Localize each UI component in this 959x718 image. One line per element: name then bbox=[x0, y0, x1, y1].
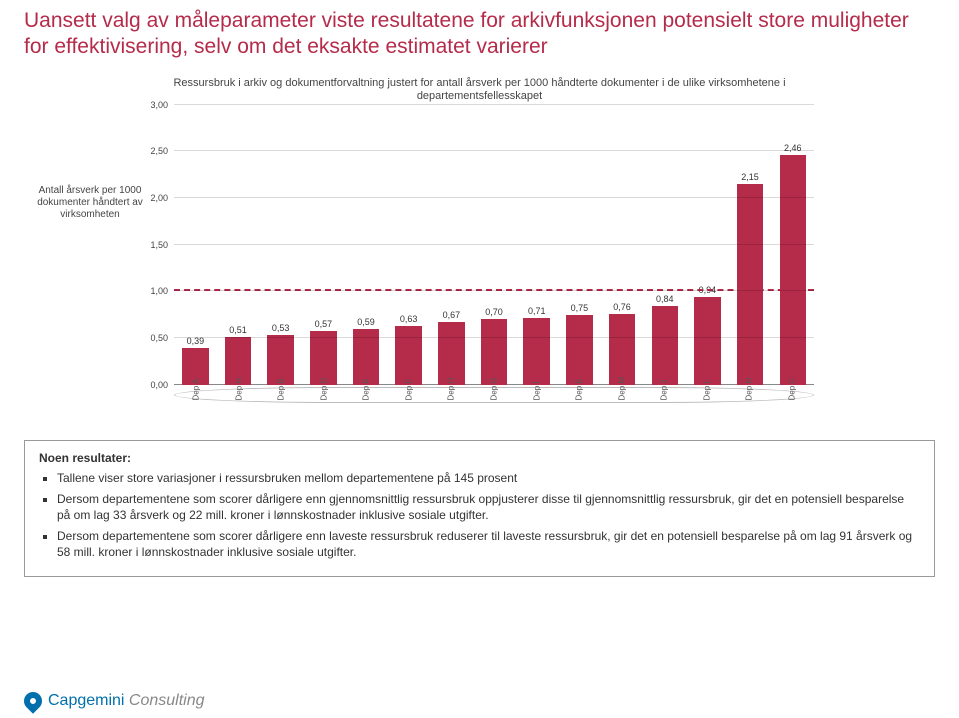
y-tick-label: 2,00 bbox=[134, 193, 168, 203]
bar-slot: 2,15 bbox=[729, 105, 772, 385]
results-box: Noen resultater: Tallene viser store var… bbox=[24, 440, 935, 578]
gridline bbox=[174, 104, 814, 105]
bar: 0,71 bbox=[523, 318, 549, 384]
bar: 0,84 bbox=[652, 306, 678, 384]
y-tick-label: 2,50 bbox=[134, 146, 168, 156]
x-tick-label: Dep K bbox=[362, 390, 371, 400]
y-tick-label: 0,00 bbox=[134, 380, 168, 390]
x-tick-label: Dep O bbox=[447, 390, 456, 400]
x-tick-label: Dep C bbox=[787, 390, 796, 400]
x-tick-label: Dep L bbox=[702, 390, 711, 400]
y-tick-label: 1,50 bbox=[134, 240, 168, 250]
brand-icon bbox=[20, 688, 45, 713]
bar-slot: 0,67 bbox=[430, 105, 473, 385]
bar-value-label: 0,67 bbox=[443, 310, 461, 320]
x-tick-label: Dep A bbox=[192, 390, 201, 400]
results-list: Tallene viser store variasjoner i ressur… bbox=[39, 471, 920, 561]
bar-slot: 0,63 bbox=[387, 105, 430, 385]
bar-value-label: 0,70 bbox=[485, 307, 503, 317]
chart-title: Ressursbruk i arkiv og dokumentforvaltni… bbox=[160, 77, 800, 103]
x-tick-label: Dep D bbox=[319, 390, 328, 400]
bar-value-label: 2,15 bbox=[741, 172, 759, 182]
bar: 2,15 bbox=[737, 184, 763, 385]
x-tick-label: Dep I bbox=[532, 390, 541, 400]
result-bullet: Dersom departementene som scorer dårlige… bbox=[57, 492, 920, 523]
bar-slot: 0,51 bbox=[217, 105, 260, 385]
bar: 0,70 bbox=[481, 319, 507, 384]
gridline bbox=[174, 197, 814, 198]
brand-part1: Capgemini bbox=[48, 692, 124, 709]
x-axis-labels: Dep A Dep H Dep B Dep D Dep K Dep F Dep O Dep G… bbox=[174, 387, 814, 403]
bar-slot: 2,46 bbox=[771, 105, 814, 385]
bar-slot: 0,94 bbox=[686, 105, 729, 385]
bar: 0,76 bbox=[609, 314, 635, 385]
bar-value-label: 0,84 bbox=[656, 294, 674, 304]
x-tick-label: Dep N bbox=[745, 390, 754, 400]
results-heading: Noen resultater: bbox=[39, 451, 920, 465]
bar-slot: 0,39 bbox=[174, 105, 217, 385]
bar-value-label: 0,53 bbox=[272, 323, 290, 333]
gridline bbox=[174, 244, 814, 245]
plot-area: 0,39 0,51 0,53 0,57 0,59 0,63 0,67 0,70 0,71 0,75… bbox=[174, 105, 814, 385]
bar-value-label: 0,75 bbox=[571, 303, 589, 313]
bar-series: 0,39 0,51 0,53 0,57 0,59 0,63 0,67 0,70 0,71 0,75… bbox=[174, 105, 814, 385]
bar-slot: 0,70 bbox=[473, 105, 516, 385]
bar-value-label: 0,57 bbox=[315, 319, 333, 329]
y-tick-label: 1,00 bbox=[134, 286, 168, 296]
bar: 2,46 bbox=[780, 155, 806, 385]
bar-slot: 0,71 bbox=[515, 105, 558, 385]
x-tick-label: Dep H bbox=[234, 390, 243, 400]
result-bullet: Tallene viser store variasjoner i ressur… bbox=[57, 471, 920, 487]
x-tick-label: Dep G bbox=[489, 390, 498, 400]
bar-slot: 0,59 bbox=[345, 105, 388, 385]
bar-value-label: 0,63 bbox=[400, 314, 418, 324]
bar: 0,67 bbox=[438, 322, 464, 385]
x-tick-label: Dep F bbox=[404, 390, 413, 400]
bar: 0,75 bbox=[566, 315, 592, 385]
bar-value-label: 2,46 bbox=[784, 143, 802, 153]
bar: 0,63 bbox=[395, 326, 421, 385]
x-tick-label: Dep E bbox=[575, 390, 584, 400]
result-bullet: Dersom departementene som scorer dårlige… bbox=[57, 529, 920, 560]
bar-chart: Antall årsverk per 1000 dokumenter håndt… bbox=[24, 75, 935, 430]
gridline bbox=[174, 337, 814, 338]
bar-slot: 0,53 bbox=[259, 105, 302, 385]
y-tick-label: 3,00 bbox=[134, 100, 168, 110]
y-tick-label: 0,50 bbox=[134, 333, 168, 343]
page-title: Uansett valg av måleparameter viste resu… bbox=[0, 0, 959, 65]
brand-text: Capgemini Consulting bbox=[48, 692, 205, 710]
gridline bbox=[174, 150, 814, 151]
brand-part2: Consulting bbox=[124, 692, 204, 709]
x-tick-label: Dep B bbox=[277, 390, 286, 400]
footer-brand: Capgemini Consulting bbox=[24, 692, 205, 710]
bar-value-label: 0,51 bbox=[229, 325, 247, 335]
x-tick-label: Dep M bbox=[617, 390, 626, 400]
bar: 0,53 bbox=[267, 335, 293, 384]
bar-slot: 0,75 bbox=[558, 105, 601, 385]
bar-slot: 0,76 bbox=[601, 105, 644, 385]
x-tick-label: Dep J bbox=[660, 390, 669, 400]
bar: 0,94 bbox=[694, 297, 720, 385]
gridline bbox=[174, 290, 814, 291]
bar-value-label: 0,59 bbox=[357, 317, 375, 327]
bar-slot: 0,57 bbox=[302, 105, 345, 385]
bar-value-label: 0,76 bbox=[613, 302, 631, 312]
bar-value-label: 0,71 bbox=[528, 306, 546, 316]
bar-slot: 0,84 bbox=[643, 105, 686, 385]
